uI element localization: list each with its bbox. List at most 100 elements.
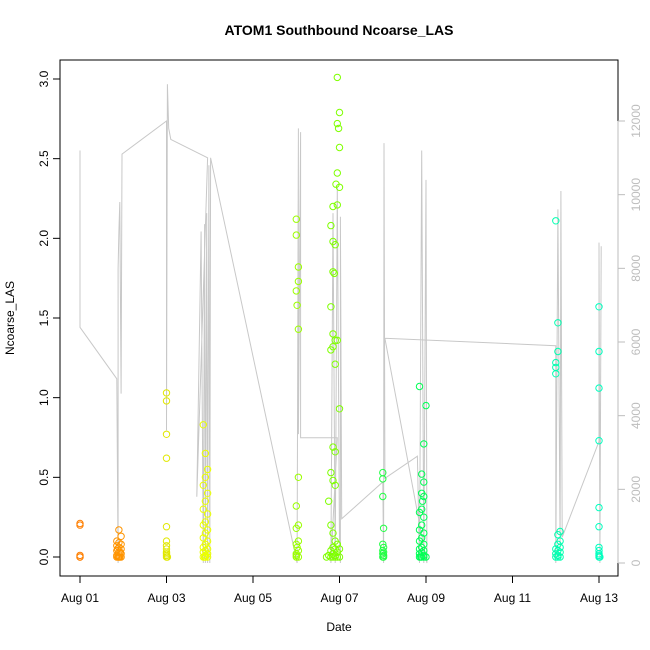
data-point <box>201 529 210 537</box>
y-axis-right: 0 2000 4000 6000 8000 10000 12000 <box>617 104 643 566</box>
data-point <box>552 370 560 378</box>
data-point <box>379 524 388 532</box>
data-point <box>327 521 335 529</box>
data-point <box>201 473 210 481</box>
data-point <box>331 481 339 489</box>
y-tick-label: 0.5 <box>37 469 51 486</box>
series-aug-06 <box>292 215 303 561</box>
series-aug-01 <box>76 519 84 561</box>
data-point <box>379 475 387 483</box>
data-point <box>333 201 341 209</box>
data-point <box>162 430 171 438</box>
y2-tick-label: 12000 <box>629 104 643 138</box>
data-point <box>325 497 333 505</box>
data-point <box>292 540 300 548</box>
data-point <box>418 497 427 505</box>
data-point <box>76 521 84 529</box>
data-point <box>554 347 562 356</box>
data-point <box>322 553 331 561</box>
data-point <box>329 330 337 338</box>
points-layer <box>76 73 604 561</box>
data-point <box>294 277 303 286</box>
data-point <box>552 217 560 225</box>
data-point <box>292 553 300 561</box>
data-point <box>327 346 335 354</box>
data-point <box>335 553 344 561</box>
data-point <box>117 532 125 540</box>
data-point <box>379 553 388 561</box>
data-point <box>292 524 300 532</box>
data-point <box>333 169 341 177</box>
x-tick-label: Aug 11 <box>494 591 531 605</box>
data-point <box>203 510 212 518</box>
data-point <box>162 397 171 405</box>
data-point <box>418 470 426 478</box>
data-point <box>333 73 341 82</box>
data-point <box>162 537 171 545</box>
data-point <box>200 553 209 561</box>
data-point <box>116 553 124 561</box>
data-point <box>199 481 208 489</box>
chart-title: ATOM1 Southbound Ncoarse_LAS <box>225 22 454 38</box>
data-point <box>331 241 339 249</box>
data-point <box>292 287 300 295</box>
data-point <box>329 268 337 276</box>
data-point <box>418 521 426 529</box>
data-point <box>595 347 603 356</box>
data-point <box>115 526 123 534</box>
x-tick-label: Aug 03 <box>147 591 185 605</box>
data-point <box>162 523 171 531</box>
series-aug-02 <box>113 526 125 561</box>
data-point <box>203 489 212 497</box>
series-aug-09 <box>415 382 430 561</box>
data-point <box>327 221 335 230</box>
data-point <box>420 492 428 501</box>
data-point <box>199 521 208 529</box>
y2-tick-label: 4000 <box>629 402 643 429</box>
data-point <box>420 440 428 448</box>
data-point <box>294 473 303 481</box>
series-aug-13 <box>595 303 604 561</box>
data-point <box>595 384 603 392</box>
data-point <box>163 553 172 561</box>
data-point <box>201 497 210 505</box>
data-point <box>335 405 344 413</box>
data-point <box>595 303 603 311</box>
data-point <box>335 183 344 192</box>
data-point <box>116 548 124 556</box>
data-point <box>292 502 300 510</box>
data-point <box>76 551 84 560</box>
series-aug-08 <box>379 468 388 561</box>
data-point <box>292 231 300 239</box>
x-tick-label: Aug 05 <box>234 591 272 605</box>
y2-tick-label: 2000 <box>629 476 643 503</box>
data-point <box>329 443 337 451</box>
data-point <box>596 553 604 561</box>
x-tick-label: Aug 13 <box>580 591 618 605</box>
data-point <box>201 449 210 458</box>
data-point <box>331 336 339 344</box>
data-point <box>329 476 337 485</box>
data-point <box>203 553 212 561</box>
data-point <box>331 448 339 456</box>
data-point <box>554 553 562 561</box>
data-point <box>335 108 344 117</box>
data-point <box>415 382 424 391</box>
data-point <box>420 553 428 561</box>
data-point <box>329 202 337 211</box>
y2-tick-label: 6000 <box>629 328 643 355</box>
secondary-trace-line <box>79 84 602 564</box>
y-tick-label: 2.5 <box>37 150 51 167</box>
data-point <box>422 401 430 410</box>
data-point <box>294 325 303 333</box>
data-point <box>422 553 430 561</box>
data-point <box>162 454 171 462</box>
data-point <box>327 468 335 477</box>
y-tick-label: 3.0 <box>37 70 51 87</box>
data-point <box>162 389 171 397</box>
data-point <box>595 523 603 531</box>
data-point <box>325 551 333 560</box>
series-aug-07 <box>322 73 344 561</box>
data-point <box>203 465 212 474</box>
data-point <box>415 508 424 517</box>
